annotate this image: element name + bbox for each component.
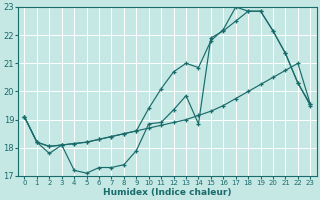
X-axis label: Humidex (Indice chaleur): Humidex (Indice chaleur) xyxy=(103,188,232,197)
